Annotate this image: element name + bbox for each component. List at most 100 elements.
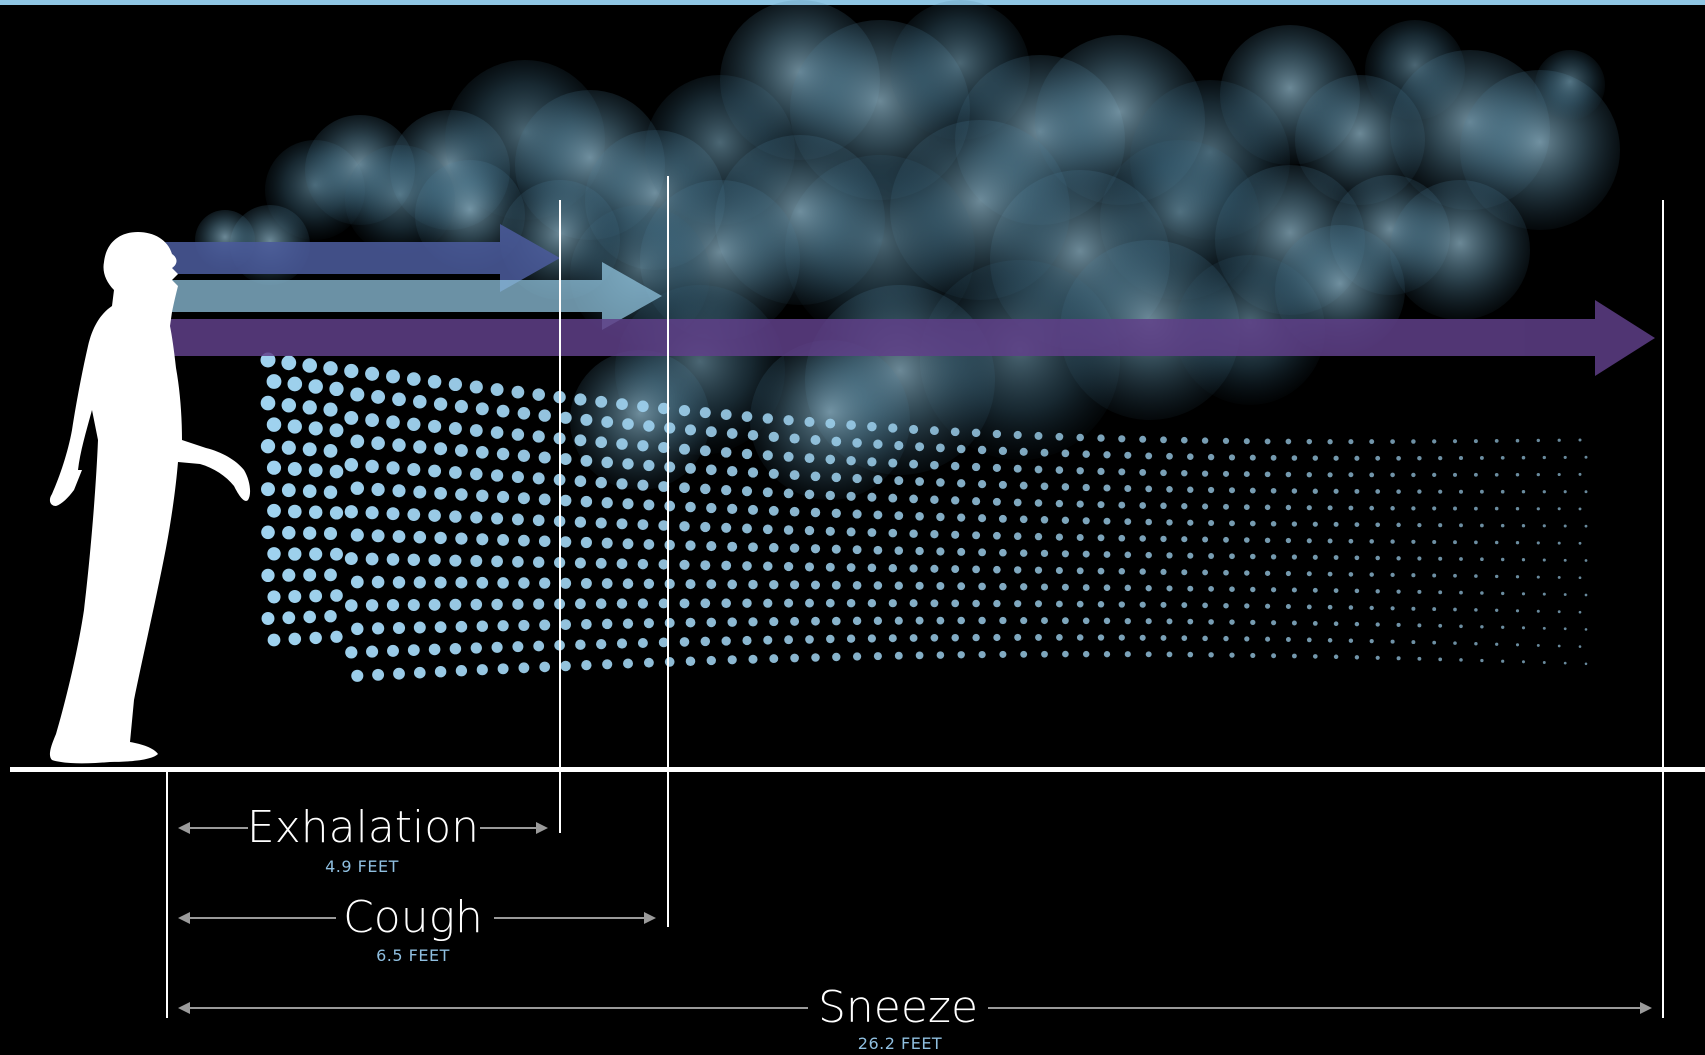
- droplet-dot: [971, 428, 981, 438]
- droplet-dot: [1103, 451, 1111, 459]
- droplet-dot: [1563, 524, 1567, 528]
- droplet-dot: [1312, 554, 1318, 560]
- droplet-dot: [496, 404, 510, 418]
- droplet-dot: [1124, 617, 1131, 625]
- droplet-dot: [867, 421, 877, 432]
- droplet-dot: [1097, 534, 1105, 542]
- droplet-dot: [769, 580, 779, 590]
- droplet-dot: [825, 490, 835, 501]
- droplet-dot: [769, 617, 779, 627]
- droplet-dot: [282, 568, 296, 582]
- droplet-dot: [1291, 455, 1298, 461]
- droplet-dot: [1411, 506, 1416, 511]
- droplet-dot: [490, 426, 504, 439]
- droplet-dot: [826, 634, 835, 644]
- droplet-dot: [1124, 584, 1132, 592]
- droplet-dot: [302, 484, 317, 499]
- droplet-dot: [804, 416, 815, 427]
- droplet-dot: [1557, 610, 1561, 614]
- droplet-dot: [302, 358, 318, 373]
- droplet-dot: [1160, 634, 1167, 641]
- droplet-dot: [574, 557, 586, 569]
- droplet-dot: [1291, 653, 1297, 659]
- droplet-dot: [873, 616, 883, 625]
- droplet-dot: [1041, 650, 1048, 658]
- droplet-dot: [768, 468, 779, 479]
- droplet-dot: [1270, 454, 1277, 461]
- droplet-dot: [1557, 507, 1561, 511]
- droplet-dot: [1542, 626, 1546, 630]
- droplet-dot: [350, 528, 364, 542]
- droplet-dot: [867, 528, 877, 537]
- droplet-dot: [512, 556, 524, 568]
- droplet-dot: [658, 402, 670, 415]
- droplet-dot: [413, 440, 427, 454]
- droplet-dot: [1411, 573, 1416, 578]
- droplet-dot: [1055, 566, 1063, 575]
- droplet-dot: [1480, 557, 1484, 562]
- droplet-dot: [413, 621, 426, 634]
- droplet-dot: [622, 618, 634, 629]
- droplet-dot: [1536, 507, 1540, 511]
- droplet-dot: [1097, 601, 1105, 608]
- droplet-dot: [748, 579, 758, 590]
- droplet-dot: [324, 568, 337, 582]
- droplet-dot: [371, 622, 385, 635]
- sneeze-measure: [178, 1002, 1652, 1014]
- droplet-dot: [539, 661, 551, 673]
- droplet-dot: [1459, 557, 1463, 561]
- droplet-dot: [825, 562, 835, 572]
- droplet-dot: [1411, 472, 1416, 478]
- droplet-dot: [1181, 602, 1188, 609]
- droplet-dot: [1285, 471, 1292, 478]
- droplet-dot: [1013, 532, 1022, 540]
- droplet-dot: [783, 561, 794, 572]
- droplet-dot: [512, 641, 524, 653]
- droplet-dot: [915, 581, 924, 590]
- droplet-dot: [658, 520, 669, 531]
- droplet-dot: [993, 531, 1001, 540]
- sneeze-distance: 26.2 FEET: [858, 1034, 942, 1053]
- droplet-dot: [595, 436, 608, 449]
- droplet-dot: [1118, 601, 1125, 608]
- droplet-dot: [929, 426, 939, 436]
- droplet-dot: [679, 482, 690, 494]
- exhalation-arrow: [160, 224, 560, 292]
- droplet-dot: [998, 446, 1008, 456]
- droplet-dot: [1145, 651, 1152, 658]
- droplet-dot: [1222, 470, 1230, 477]
- droplet-dot: [1103, 551, 1111, 558]
- droplet-dot: [323, 361, 338, 376]
- droplet-dot: [930, 495, 939, 504]
- droplet-dot: [804, 525, 815, 536]
- droplet-dot: [511, 385, 525, 399]
- droplet-dot: [1055, 499, 1064, 508]
- droplet-dot: [267, 590, 281, 604]
- droplet-dot: [957, 616, 965, 625]
- droplet-dot: [1187, 651, 1194, 658]
- droplet-dot: [1452, 472, 1458, 477]
- droplet-dot: [888, 599, 897, 608]
- droplet-dot: [1040, 448, 1049, 457]
- droplet-dot: [1139, 502, 1147, 509]
- droplet-dot: [371, 389, 386, 404]
- droplet-dot: [643, 420, 655, 432]
- droplet-dot: [434, 665, 447, 678]
- droplet-dot: [532, 472, 545, 485]
- droplet-dot: [518, 619, 530, 631]
- droplet-dot: [1474, 608, 1478, 612]
- droplet-dot: [1055, 533, 1064, 541]
- droplet-dot: [1396, 489, 1401, 494]
- droplet-dot: [1390, 606, 1395, 611]
- droplet-dot: [1536, 575, 1540, 579]
- droplet-dot: [1432, 573, 1437, 578]
- droplet-dot: [831, 544, 841, 554]
- droplet-dot: [706, 502, 717, 514]
- droplet-dot: [1160, 535, 1167, 543]
- droplet-dot: [1390, 439, 1395, 444]
- droplet-dot: [330, 547, 343, 561]
- droplet-dot: [1076, 500, 1084, 508]
- droplet-dot: [956, 479, 966, 488]
- droplet-dot: [721, 598, 731, 608]
- droplet-dot: [705, 464, 717, 476]
